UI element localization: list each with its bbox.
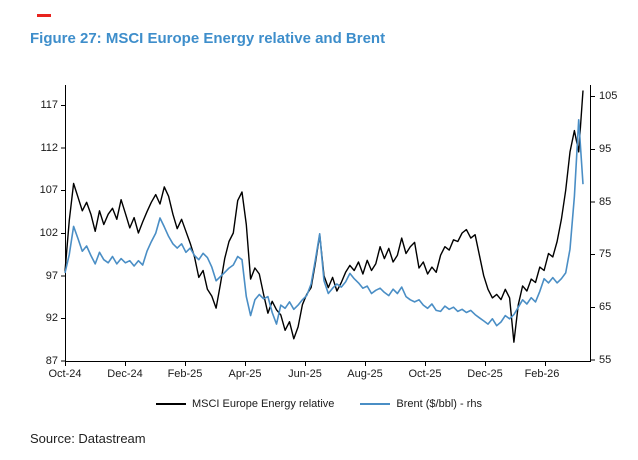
legend-line-swatch-black: [155, 403, 186, 405]
x-axis-ticks: [65, 361, 546, 366]
x-tick-label: Dec-24: [107, 368, 143, 380]
y-left-tick-label: 112: [40, 142, 58, 154]
red-dash-marker: [37, 14, 51, 17]
y-left-tick-label: 97: [45, 270, 58, 282]
x-tick-label: Feb-25: [167, 368, 203, 380]
series-brent-line: [64, 119, 584, 327]
y-left-tick-label: 92: [45, 312, 58, 324]
y-right-tick-label: 55: [599, 354, 612, 366]
y-right-tick-label: 85: [599, 196, 612, 208]
axis-lines: [65, 85, 591, 362]
legend-line-swatch-blue: [360, 403, 391, 405]
legend-label: MSCI Europe Energy relative: [191, 398, 335, 410]
y-right-tick-label: 95: [599, 143, 612, 155]
series-msci-line: [64, 90, 584, 343]
x-tick-label: Oct-24: [48, 368, 82, 380]
x-tick-label: Jun-25: [288, 368, 322, 380]
y-right-tick-label: 75: [599, 248, 612, 260]
legend-item-brent: Brent ($/bbl) - rhs: [360, 398, 482, 410]
chart-legend: MSCI Europe Energy relative Brent ($/bbl…: [0, 396, 638, 412]
x-tick-label: Feb-26: [524, 368, 560, 380]
y-left-tick-label: 102: [39, 227, 58, 239]
y-right-tick-label: 105: [599, 90, 618, 102]
right-axis-ticks: [591, 96, 595, 361]
source-note: Source: Datastream: [30, 431, 146, 446]
figure-title: Figure 27: MSCI Europe Energy relative a…: [30, 30, 386, 47]
y-left-tick-label: 107: [39, 184, 58, 196]
x-tick-label: Oct-25: [408, 368, 442, 380]
y-left-tick-label: 87: [45, 355, 58, 367]
y-right-tick-label: 65: [599, 301, 612, 313]
y-left-tick-label: 117: [40, 99, 58, 111]
legend-item-msci: MSCI Europe Energy relative: [155, 398, 335, 410]
x-tick-label: Apr-25: [228, 368, 262, 380]
x-tick-label: Dec-25: [467, 368, 503, 380]
x-tick-label: Aug-25: [347, 368, 383, 380]
legend-label: Brent ($/bbl) - rhs: [396, 398, 483, 410]
left-axis-ticks: [61, 105, 65, 362]
